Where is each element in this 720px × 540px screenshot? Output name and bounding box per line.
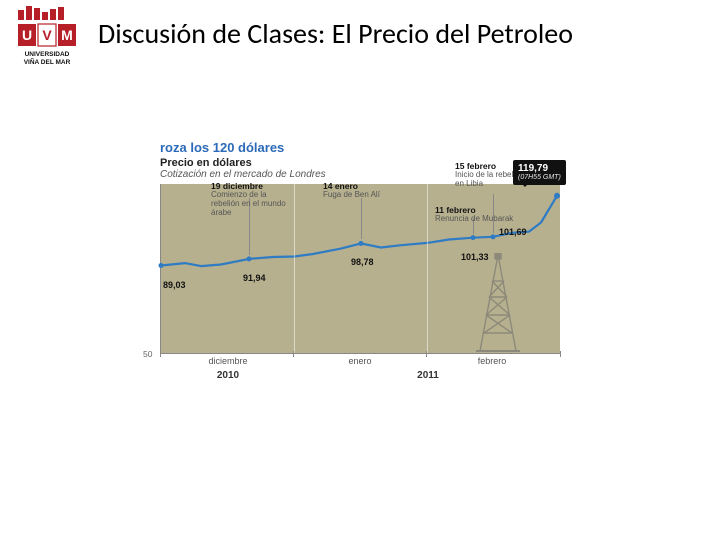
- svg-text:VIÑA DEL MAR: VIÑA DEL MAR: [24, 57, 71, 66]
- chart-x-axis: diciembre enero febrero 2010 2011: [160, 354, 560, 390]
- chart-plot-area: 5089,0391,9498,78101,33101,6919 diciembr…: [160, 184, 560, 354]
- chart-data-point: [471, 235, 476, 240]
- chart-data-point: [554, 193, 560, 199]
- chart-data-point: [359, 241, 364, 246]
- chart-data-point: [491, 234, 496, 239]
- chart-x-year: 2010: [217, 370, 239, 381]
- chart-x-tick: [160, 351, 161, 357]
- chart-annotation: 11 febreroRenuncia de Mubarak: [435, 206, 513, 224]
- chart-x-year: 2011: [417, 370, 439, 381]
- chart-annotation-text: Renuncia de Mubarak: [435, 215, 513, 224]
- chart-x-tick: [293, 351, 294, 357]
- chart-x-month: diciembre: [208, 356, 247, 366]
- page-title: Discusión de Clases: El Precio del Petro…: [98, 6, 573, 51]
- chart-data-point: [159, 263, 164, 268]
- chart-annotation: 19 diciembreComienzo de la rebelión en e…: [211, 182, 291, 218]
- chart-y-tick: 50: [143, 349, 152, 359]
- svg-text:UNIVERSIDAD: UNIVERSIDAD: [25, 51, 70, 58]
- chart-point-label: 101,69: [499, 227, 527, 237]
- chart-annotation-rule: [493, 194, 494, 233]
- chart-flag-subtitle: (07H55 GMT): [518, 174, 561, 182]
- chart-annotation: 14 eneroFuga de Ben Alí: [323, 182, 380, 200]
- chart-point-label: 98,78: [351, 257, 374, 267]
- chart-point-label: 89,03: [163, 280, 186, 290]
- svg-text:U: U: [22, 27, 32, 43]
- chart-annotation-text: Fuga de Ben Alí: [323, 191, 380, 200]
- chart-point-label: 101,33: [461, 252, 489, 262]
- uvm-logo: U V M UNIVERSIDAD VIÑA DEL MAR: [12, 6, 82, 76]
- chart-flag-value: 119,79: [518, 163, 561, 175]
- chart-annotation-text: Comienzo de la rebelión en el mundo árab…: [211, 191, 291, 217]
- chart-gridline: [294, 184, 295, 353]
- svg-text:M: M: [61, 27, 73, 43]
- chart-annotation-rule: [361, 198, 362, 240]
- chart-gridline: [427, 184, 428, 353]
- chart-data-point: [247, 256, 252, 261]
- chart-x-tick: [560, 351, 561, 357]
- chart-x-tick: [426, 351, 427, 357]
- chart-x-month: febrero: [478, 356, 507, 366]
- chart-x-month: enero: [348, 356, 371, 366]
- chart-headline: roza los 120 dólares: [160, 140, 560, 155]
- chart-gridline: [561, 184, 562, 353]
- chart-latest-flag: 119,79(07H55 GMT): [513, 160, 566, 186]
- oil-price-chart: roza los 120 dólares Precio en dólares C…: [160, 140, 560, 390]
- svg-text:V: V: [42, 27, 52, 43]
- chart-point-label: 91,94: [243, 273, 266, 283]
